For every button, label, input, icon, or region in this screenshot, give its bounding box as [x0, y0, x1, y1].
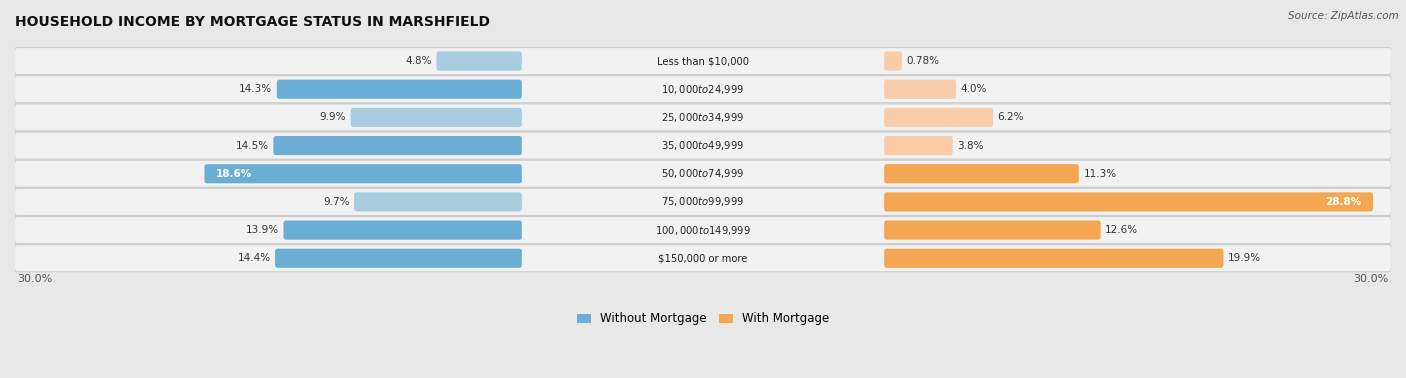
FancyBboxPatch shape [884, 249, 1223, 268]
FancyBboxPatch shape [436, 51, 522, 71]
Text: 3.8%: 3.8% [957, 141, 984, 150]
Text: Source: ZipAtlas.com: Source: ZipAtlas.com [1288, 11, 1399, 21]
Text: $100,000 to $149,999: $100,000 to $149,999 [655, 223, 751, 237]
FancyBboxPatch shape [350, 108, 522, 127]
Text: 14.4%: 14.4% [238, 253, 270, 263]
FancyBboxPatch shape [14, 245, 1392, 272]
Text: 30.0%: 30.0% [17, 274, 52, 284]
Text: 9.9%: 9.9% [319, 112, 346, 122]
FancyBboxPatch shape [273, 136, 522, 155]
Text: $10,000 to $24,999: $10,000 to $24,999 [661, 83, 745, 96]
Text: $50,000 to $74,999: $50,000 to $74,999 [661, 167, 745, 180]
FancyBboxPatch shape [276, 249, 522, 268]
FancyBboxPatch shape [884, 80, 956, 99]
Text: 18.6%: 18.6% [217, 169, 252, 179]
FancyBboxPatch shape [884, 108, 993, 127]
Text: 6.2%: 6.2% [998, 112, 1024, 122]
FancyBboxPatch shape [14, 48, 1392, 74]
FancyBboxPatch shape [284, 220, 522, 240]
Text: 9.7%: 9.7% [323, 197, 350, 207]
FancyBboxPatch shape [884, 136, 953, 155]
Text: 11.3%: 11.3% [1084, 169, 1116, 179]
FancyBboxPatch shape [14, 132, 1392, 159]
FancyBboxPatch shape [884, 164, 1078, 183]
Text: $35,000 to $49,999: $35,000 to $49,999 [661, 139, 745, 152]
FancyBboxPatch shape [14, 76, 1392, 103]
Text: 14.3%: 14.3% [239, 84, 273, 94]
Text: HOUSEHOLD INCOME BY MORTGAGE STATUS IN MARSHFIELD: HOUSEHOLD INCOME BY MORTGAGE STATUS IN M… [15, 15, 491, 29]
Text: 13.9%: 13.9% [246, 225, 278, 235]
Text: 19.9%: 19.9% [1227, 253, 1261, 263]
FancyBboxPatch shape [884, 220, 1101, 240]
Text: 14.5%: 14.5% [236, 141, 269, 150]
Text: 12.6%: 12.6% [1105, 225, 1139, 235]
Text: 4.8%: 4.8% [405, 56, 432, 66]
FancyBboxPatch shape [277, 80, 522, 99]
Text: 4.0%: 4.0% [960, 84, 987, 94]
Text: 0.78%: 0.78% [907, 56, 939, 66]
FancyBboxPatch shape [354, 192, 522, 211]
FancyBboxPatch shape [14, 188, 1392, 215]
FancyBboxPatch shape [884, 51, 901, 71]
Text: $25,000 to $34,999: $25,000 to $34,999 [661, 111, 745, 124]
Text: $150,000 or more: $150,000 or more [658, 253, 748, 263]
FancyBboxPatch shape [14, 160, 1392, 187]
Text: Less than $10,000: Less than $10,000 [657, 56, 749, 66]
FancyBboxPatch shape [14, 104, 1392, 131]
Text: 28.8%: 28.8% [1326, 197, 1361, 207]
FancyBboxPatch shape [14, 217, 1392, 243]
Text: $75,000 to $99,999: $75,000 to $99,999 [661, 195, 745, 208]
Text: 30.0%: 30.0% [1354, 274, 1389, 284]
FancyBboxPatch shape [884, 192, 1374, 211]
Legend: Without Mortgage, With Mortgage: Without Mortgage, With Mortgage [572, 308, 834, 330]
FancyBboxPatch shape [204, 164, 522, 183]
